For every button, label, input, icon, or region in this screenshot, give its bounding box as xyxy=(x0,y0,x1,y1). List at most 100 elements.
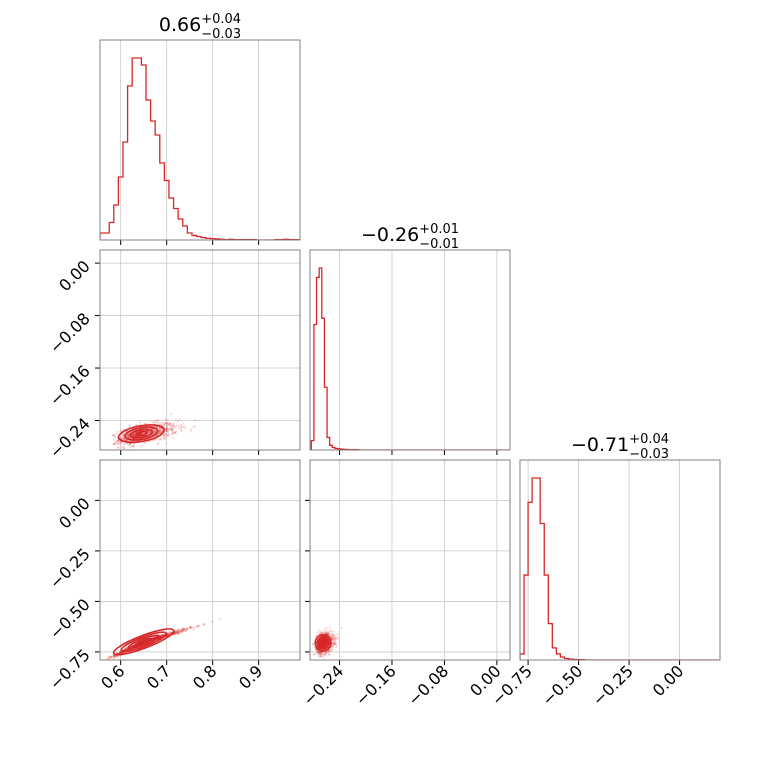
sample-point xyxy=(152,636,155,639)
sample-point xyxy=(126,648,129,651)
contour-level-1 xyxy=(135,430,148,437)
sample-point xyxy=(332,634,335,637)
sample-point xyxy=(176,632,179,635)
sample-point xyxy=(132,645,135,648)
sample-point xyxy=(189,626,192,629)
sample-point xyxy=(327,632,330,636)
sample-point xyxy=(115,442,118,446)
sample-point xyxy=(317,654,320,657)
sample-point xyxy=(195,625,198,628)
sample-point xyxy=(334,636,337,639)
sample-point xyxy=(182,628,185,631)
sample-point xyxy=(169,422,172,425)
sample-point xyxy=(331,642,335,645)
sample-point xyxy=(99,663,101,665)
sample-point xyxy=(164,432,167,435)
sample-point xyxy=(128,434,131,437)
sample-point xyxy=(165,428,168,431)
sample-point xyxy=(318,652,321,656)
y-tick-label: −0.24 xyxy=(46,414,94,462)
sample-point xyxy=(159,634,162,638)
sample-point xyxy=(97,662,99,664)
sample-point xyxy=(166,633,169,637)
sample-point xyxy=(153,420,156,423)
sample-point xyxy=(323,628,326,632)
sample-point xyxy=(165,424,169,427)
sample-point xyxy=(133,644,136,647)
sample-point xyxy=(331,638,335,641)
sample-point xyxy=(332,633,335,637)
histogram-panel-3: −0.75 −0.50 −0.25 0.00 xyxy=(488,459,721,709)
title-param-3-plus: +0.04 xyxy=(629,432,669,447)
sample-point xyxy=(186,627,190,630)
sample-point xyxy=(164,421,167,424)
sample-point xyxy=(190,428,193,431)
sample-point xyxy=(173,632,176,635)
sample-point xyxy=(192,425,195,428)
sample-point xyxy=(112,442,116,445)
sample-point xyxy=(124,649,127,652)
sample-point xyxy=(132,434,135,437)
sample-point xyxy=(153,429,156,433)
sample-point xyxy=(333,640,336,643)
sample-point xyxy=(178,631,181,634)
sample-point xyxy=(129,436,132,439)
sample-point xyxy=(170,424,173,428)
sample-point xyxy=(327,653,331,656)
sample-point xyxy=(331,636,334,640)
sample-point xyxy=(318,629,321,632)
sample-point xyxy=(159,427,162,430)
sample-point xyxy=(320,653,323,656)
sample-point xyxy=(317,650,320,654)
sample-point xyxy=(156,426,159,429)
sample-point xyxy=(122,444,125,448)
sample-point xyxy=(131,645,135,648)
sample-point xyxy=(138,432,141,436)
sample-point xyxy=(173,632,176,635)
sample-point xyxy=(315,651,318,655)
sample-point xyxy=(133,645,136,648)
sample-point xyxy=(184,629,187,632)
sample-point xyxy=(155,419,158,423)
sample-point xyxy=(183,427,186,430)
sample-point xyxy=(126,648,129,651)
sample-point xyxy=(190,626,193,630)
sample-point xyxy=(325,651,328,654)
sample-point xyxy=(167,422,170,425)
sample-point xyxy=(153,421,156,424)
sample-point xyxy=(132,433,135,436)
sample-point xyxy=(159,423,162,426)
panel-frame xyxy=(99,459,301,661)
sample-point xyxy=(176,630,179,633)
sample-point xyxy=(166,632,169,635)
sample-point xyxy=(325,632,329,635)
sample-point xyxy=(116,655,120,658)
sample-point xyxy=(329,636,333,639)
sample-point xyxy=(153,636,156,639)
sample-point xyxy=(160,633,164,636)
sample-point xyxy=(188,625,192,629)
sample-point xyxy=(331,636,334,639)
sample-point xyxy=(175,430,178,433)
sample-point xyxy=(332,630,335,633)
sample-point xyxy=(140,445,143,448)
sample-point xyxy=(174,631,177,634)
sample-point xyxy=(333,642,336,645)
sample-point xyxy=(159,635,162,639)
sample-point xyxy=(151,439,154,442)
sample-point xyxy=(114,441,117,445)
sample-point xyxy=(320,631,323,634)
sample-point xyxy=(155,635,158,639)
sample-point xyxy=(334,642,337,646)
histogram-step-line xyxy=(100,57,300,240)
sample-point xyxy=(180,429,183,432)
y-tick-label: −0.75 xyxy=(46,645,94,693)
title-param-2: −0.26+0.01 −0.01 xyxy=(361,222,459,252)
sample-point xyxy=(170,433,174,436)
sample-point xyxy=(123,438,126,441)
sample-point xyxy=(175,418,178,421)
sample-point xyxy=(182,629,185,632)
sample-point xyxy=(126,433,129,436)
sample-point xyxy=(119,651,122,655)
panel-frame xyxy=(309,249,511,451)
